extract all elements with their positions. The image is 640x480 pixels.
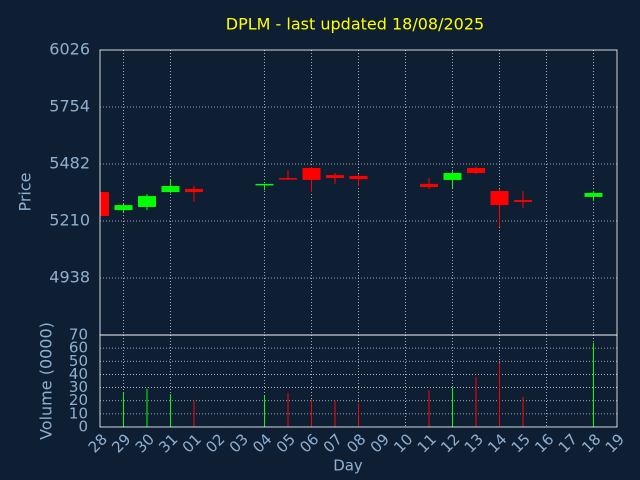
y-tick-label: 40 [69, 365, 88, 383]
y-tick-label: 50 [69, 352, 88, 370]
y-tick-label: 5210 [49, 211, 90, 230]
y-tick-label: 70 [69, 326, 88, 344]
candle-body [279, 178, 297, 180]
candle-body [161, 186, 180, 193]
y-tick-label: 5754 [49, 97, 90, 116]
candle-body [138, 196, 156, 207]
y-tick-label: 60 [69, 339, 88, 357]
candle-body [255, 183, 274, 186]
price-plot [100, 50, 617, 335]
candle-body [114, 205, 133, 211]
candle-body [100, 192, 109, 216]
candle-body [584, 192, 603, 197]
y-tick-label: 30 [69, 378, 88, 396]
y-tick-label: 4938 [49, 268, 90, 287]
y-tick-label: 20 [69, 391, 88, 409]
candle-body [467, 167, 485, 174]
candle-body [302, 167, 321, 180]
volume-plot [100, 335, 617, 427]
volume-frame [99, 334, 618, 428]
candle-body [349, 175, 368, 180]
chart-title: DPLM - last updated 18/08/2025 [226, 15, 484, 34]
candle-body [420, 183, 438, 188]
y-tick-label: 0 [78, 418, 88, 436]
y-tick-label: 6026 [49, 40, 90, 59]
y-tick-label: 10 [69, 404, 88, 422]
candle-body [514, 200, 532, 202]
y-axis-label: Price [16, 172, 35, 211]
candle-body [443, 173, 462, 180]
y-tick-label: 5482 [49, 154, 90, 173]
candle-body [185, 188, 203, 193]
y-axis-label: Volume (0000) [37, 322, 56, 440]
candle-body [490, 191, 509, 206]
x-axis-label: Day [333, 457, 363, 475]
candle-body [326, 175, 344, 179]
